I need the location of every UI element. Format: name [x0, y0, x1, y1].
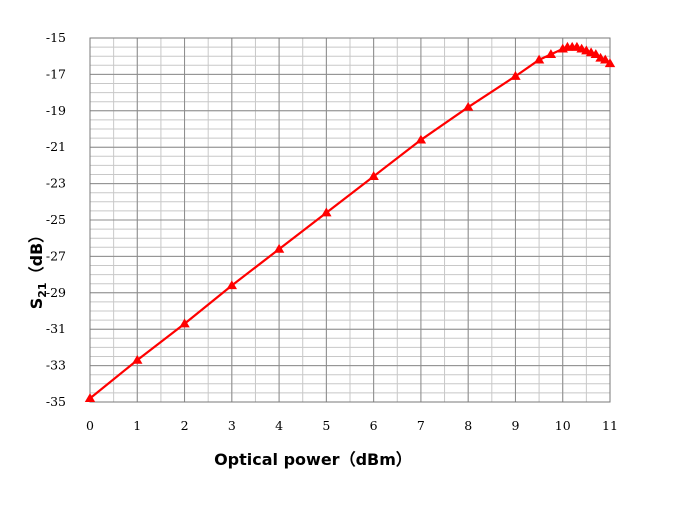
y-tick-label: -23	[46, 176, 66, 191]
x-tick-label: 6	[370, 418, 378, 433]
y-tick-label: -21	[46, 139, 66, 154]
data-point-marker	[273, 243, 285, 253]
plot-area-border	[89, 37, 611, 403]
x-tick-label: 5	[322, 418, 330, 433]
y-tick-label: -19	[46, 103, 66, 118]
data-point-marker	[545, 49, 557, 59]
data-point-marker	[462, 101, 474, 111]
x-tick-label: 9	[511, 418, 519, 433]
x-tick-label: 3	[228, 418, 236, 433]
y-tick-label: -35	[46, 394, 66, 409]
data-point-marker	[415, 134, 427, 144]
data-point-marker	[321, 207, 332, 217]
series-layer	[84, 41, 616, 402]
y-tick-label: -17	[46, 66, 66, 81]
y-tick-label: -25	[46, 212, 66, 227]
y-tick-labels: -15 -17 -19 -21 -23 -25 -27 -29 -31 -33 -35	[46, 30, 66, 409]
data-point-marker	[510, 71, 521, 80]
data-point-marker	[590, 49, 602, 59]
x-tick-label: 8	[464, 418, 472, 433]
data-point-marker	[132, 354, 143, 364]
x-tick-label: 10	[555, 418, 571, 433]
x-tick-label: 2	[181, 418, 189, 433]
data-point-marker	[368, 171, 379, 180]
y-tick-label: -33	[46, 358, 66, 373]
y-axis-title: S21（dB）	[23, 227, 49, 310]
x-tick-label: 1	[133, 418, 141, 433]
x-tick-label: 7	[417, 418, 425, 433]
data-point-marker	[600, 54, 611, 64]
y-tick-label: -27	[46, 248, 66, 263]
x-tick-labels: 0 1 2 3 4 5 6 7 8 9 10 11	[86, 418, 618, 433]
data-point-marker	[226, 280, 238, 290]
x-tick-label: 4	[275, 418, 283, 433]
y-axis-title-main: S	[26, 297, 46, 310]
y-tick-label: -29	[46, 285, 66, 300]
data-point-marker	[179, 318, 190, 328]
y-axis-title-unit: （dB）	[26, 226, 46, 283]
y-tick-label: -15	[46, 30, 66, 45]
x-tick-label: 11	[602, 418, 618, 433]
y-axis-title-subscript: 21	[36, 282, 50, 298]
chart-background	[17, 18, 630, 470]
y-tick-label: -31	[46, 321, 66, 336]
x-axis-title: Optical power（dBm）	[214, 450, 412, 469]
x-tick-label: 0	[86, 418, 94, 433]
data-point-marker	[604, 58, 616, 68]
data-point-marker	[533, 54, 545, 64]
grid-major	[89, 37, 611, 403]
data-point-marker	[84, 393, 96, 402]
